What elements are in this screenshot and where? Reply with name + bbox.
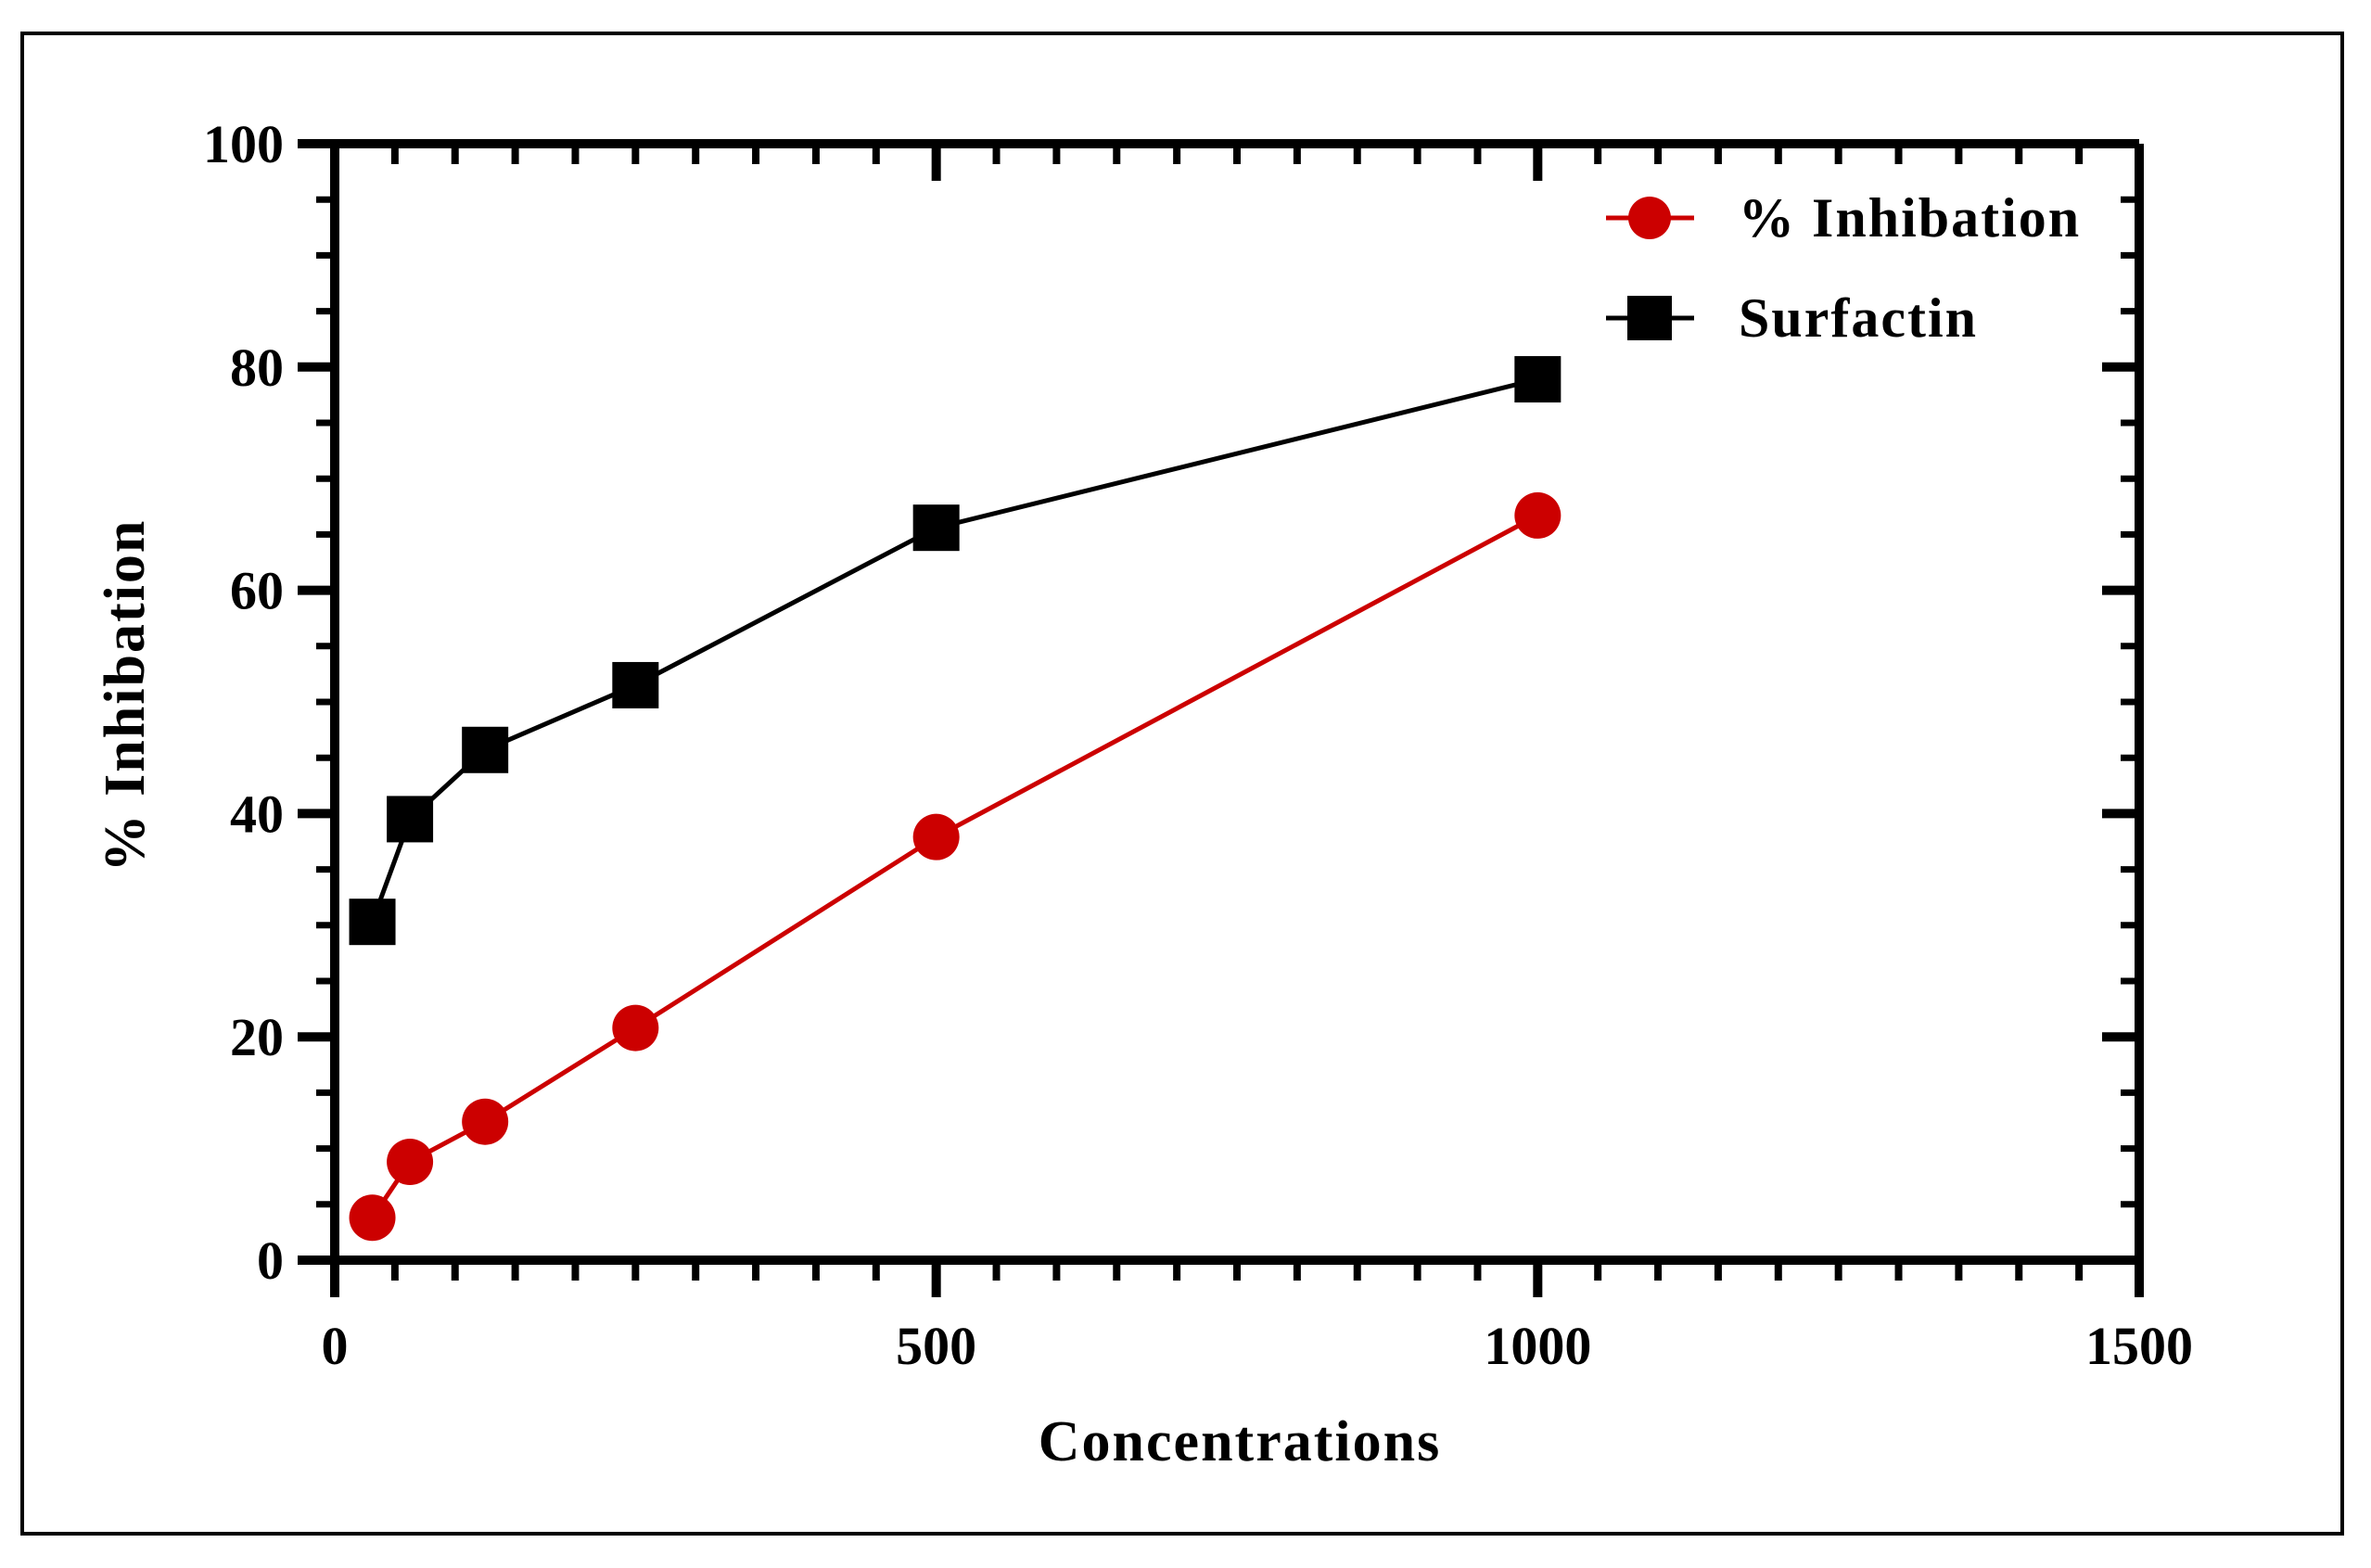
x-tick-label: 500 [896, 1316, 976, 1376]
y-tick-label: 60 [230, 561, 284, 621]
legend: % Inhibation Surfactin [1606, 187, 2081, 349]
y-tick-label: 0 [257, 1230, 284, 1291]
series-inhibation [349, 491, 1562, 1242]
series-surfactin [349, 356, 1562, 946]
data-point-inhibation [462, 1098, 509, 1145]
data-point-surfactin [612, 661, 659, 708]
figure-frame [20, 32, 2344, 1536]
data-point-inhibation [387, 1139, 434, 1186]
y-axis-title: % Inhibation [94, 519, 157, 873]
axes: 0 500 1000 1500 0 20 40 60 80 100 [203, 114, 2193, 1376]
data-point-inhibation [1514, 491, 1562, 539]
data-point-surfactin [387, 796, 434, 843]
y-tick-label: 100 [203, 114, 284, 174]
x-tick-label: 1500 [2085, 1316, 2193, 1376]
data-point-inhibation [912, 813, 960, 860]
y-tick-label: 20 [230, 1007, 284, 1067]
x-axis-title: Concentrations [1039, 1410, 1441, 1473]
data-point-surfactin [1514, 356, 1562, 403]
legend-label-surfactin: Surfactin [1739, 287, 1978, 349]
legend-marker-inhibation [1628, 197, 1671, 239]
x-tick-label: 0 [322, 1316, 349, 1376]
x-tick-label: 1000 [1484, 1316, 1591, 1376]
data-point-surfactin [462, 726, 509, 773]
legend-marker-surfactin [1627, 296, 1672, 340]
y-tick-label: 40 [230, 784, 284, 844]
y-tick-label: 80 [230, 338, 284, 398]
legend-label-inhibation: % Inhibation [1739, 187, 2081, 249]
series-line-inhibation [370, 513, 1539, 1219]
data-point-surfactin [349, 899, 396, 946]
series-layer [349, 356, 1562, 1242]
data-point-surfactin [912, 504, 960, 552]
data-point-inhibation [612, 1004, 659, 1052]
data-point-inhibation [349, 1194, 396, 1242]
